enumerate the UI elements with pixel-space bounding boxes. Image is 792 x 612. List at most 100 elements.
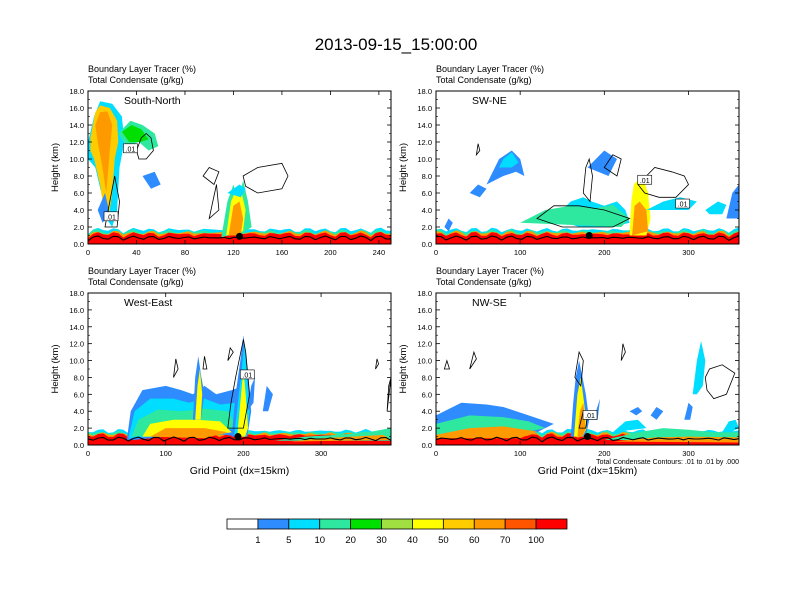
y-axis-label: Height (km)	[398, 143, 409, 192]
y-axis-label: Height (km)	[50, 344, 61, 393]
y-tick-label: 10.0	[69, 357, 84, 366]
condensate-contour	[173, 358, 179, 378]
y-tick-label: 10.0	[417, 357, 432, 366]
filled-field	[88, 101, 391, 244]
x-tick-label: 300	[682, 248, 695, 257]
field-label-tracer: Boundary Layer Tracer (%)	[88, 64, 196, 74]
y-tick-label: 18.0	[417, 289, 432, 298]
location-marker	[585, 232, 593, 239]
tracer-region	[692, 341, 706, 395]
y-tick-label: 2.0	[74, 223, 84, 232]
x-tick-label: 120	[227, 248, 240, 257]
y-tick-label: 10.0	[69, 155, 84, 164]
panel-south-north: .01 .01 0.0 2.0 4.0 6.0 8.0 10.0 12.0 14.0 16.0 18.…	[50, 64, 392, 257]
y-tick-label: 2.0	[422, 424, 432, 433]
x-tick-label: 160	[276, 248, 289, 257]
x-tick-label: 0	[86, 248, 90, 257]
colorbar-swatch	[442, 518, 475, 530]
colorbar-swatch	[288, 518, 321, 530]
x-axis-label: Grid Point (dx=15km)	[190, 465, 290, 477]
colorbar-label: 60	[469, 535, 480, 546]
y-tick-label: 18.0	[69, 87, 84, 96]
colorbar-swatch	[226, 518, 259, 530]
x-tick-label: 200	[598, 449, 611, 458]
contour-label: .01	[637, 174, 653, 185]
y-tick-label: 18.0	[69, 289, 84, 298]
section-label: NW-SE	[472, 297, 507, 309]
y-tick-label: 14.0	[69, 121, 84, 130]
y-tick-label: 8.0	[74, 373, 84, 382]
colorbar-label: 100	[528, 535, 544, 546]
y-tick-label: 16.0	[69, 104, 84, 113]
condensate-contour	[208, 184, 220, 220]
tracer-region	[150, 428, 228, 439]
y-tick-label: 0.0	[74, 441, 84, 450]
colorbar-label: 10	[314, 535, 325, 546]
x-tick-label: 100	[514, 248, 527, 257]
condensate-contour	[469, 350, 477, 370]
colorbar-label: 20	[345, 535, 356, 546]
contour-label-text: .01	[242, 372, 252, 379]
y-tick-label: 2.0	[422, 223, 432, 232]
x-tick-label: 80	[181, 248, 189, 257]
contour-label: .01	[103, 211, 119, 221]
contour-note: Total Condensate Contours: .01 to .01 by…	[596, 459, 739, 466]
y-tick-label: 14.0	[417, 121, 432, 130]
condensate-contour	[620, 343, 626, 361]
y-tick-label: 0.0	[422, 240, 432, 249]
x-tick-label: 200	[324, 248, 337, 257]
colorbar-label: 50	[438, 535, 449, 546]
location-marker	[234, 433, 242, 441]
condensate-contour	[603, 154, 622, 177]
tracer-region	[499, 152, 519, 168]
x-tick-label: 300	[315, 449, 328, 458]
y-tick-label: 16.0	[417, 104, 432, 113]
contour-label-text: .01	[640, 178, 650, 185]
location-marker	[236, 232, 243, 240]
colorbar-label: 1	[255, 535, 260, 546]
condensate-contour	[536, 205, 631, 228]
y-tick-label: 16.0	[69, 306, 84, 315]
y-tick-label: 12.0	[417, 340, 432, 349]
x-tick-label: 200	[598, 248, 611, 257]
tracer-region	[262, 385, 273, 412]
x-tick-label: 100	[159, 449, 172, 458]
colorbar-swatch	[350, 518, 382, 530]
y-tick-label: 12.0	[417, 138, 432, 147]
colorbar-swatch	[535, 518, 568, 530]
colorbar-label: 40	[407, 535, 418, 546]
field-label-condensate: Total Condensate (g/kg)	[88, 75, 184, 85]
condensate-contour	[242, 162, 289, 194]
contour-label-text: .01	[585, 413, 595, 420]
tracer-region	[227, 184, 246, 198]
y-tick-label: 0.0	[74, 240, 84, 249]
x-tick-label: 240	[373, 248, 386, 257]
tracer-region	[444, 218, 453, 232]
y-tick-label: 6.0	[422, 390, 432, 399]
tracer-region	[650, 407, 664, 420]
contour-label: .01	[582, 410, 598, 420]
x-tick-label: 40	[132, 248, 140, 257]
x-tick-label: 100	[514, 449, 527, 458]
condensate-contour	[136, 132, 154, 160]
tracer-region	[290, 434, 391, 442]
contour-label-text: .01	[106, 214, 116, 221]
field-label-condensate: Total Condensate (g/kg)	[88, 277, 184, 287]
tracer-region	[612, 419, 647, 433]
tracer-region	[228, 201, 244, 236]
y-tick-label: 8.0	[74, 172, 84, 181]
colorbar-swatch	[504, 518, 537, 530]
y-tick-label: 6.0	[74, 390, 84, 399]
condensate-contour	[704, 364, 736, 400]
tracer-region	[469, 184, 487, 198]
tracer-region	[629, 407, 643, 416]
field-label-condensate: Total Condensate (g/kg)	[436, 75, 532, 85]
y-tick-label: 14.0	[69, 323, 84, 332]
x-tick-label: 200	[237, 449, 250, 458]
colorbar-swatch	[381, 518, 413, 530]
x-axis-label: Grid Point (dx=15km)	[538, 465, 638, 477]
y-tick-label: 10.0	[417, 155, 432, 164]
condensate-contour	[574, 350, 584, 388]
x-tick-label: 300	[682, 449, 695, 458]
contour-label: .01	[239, 369, 255, 379]
